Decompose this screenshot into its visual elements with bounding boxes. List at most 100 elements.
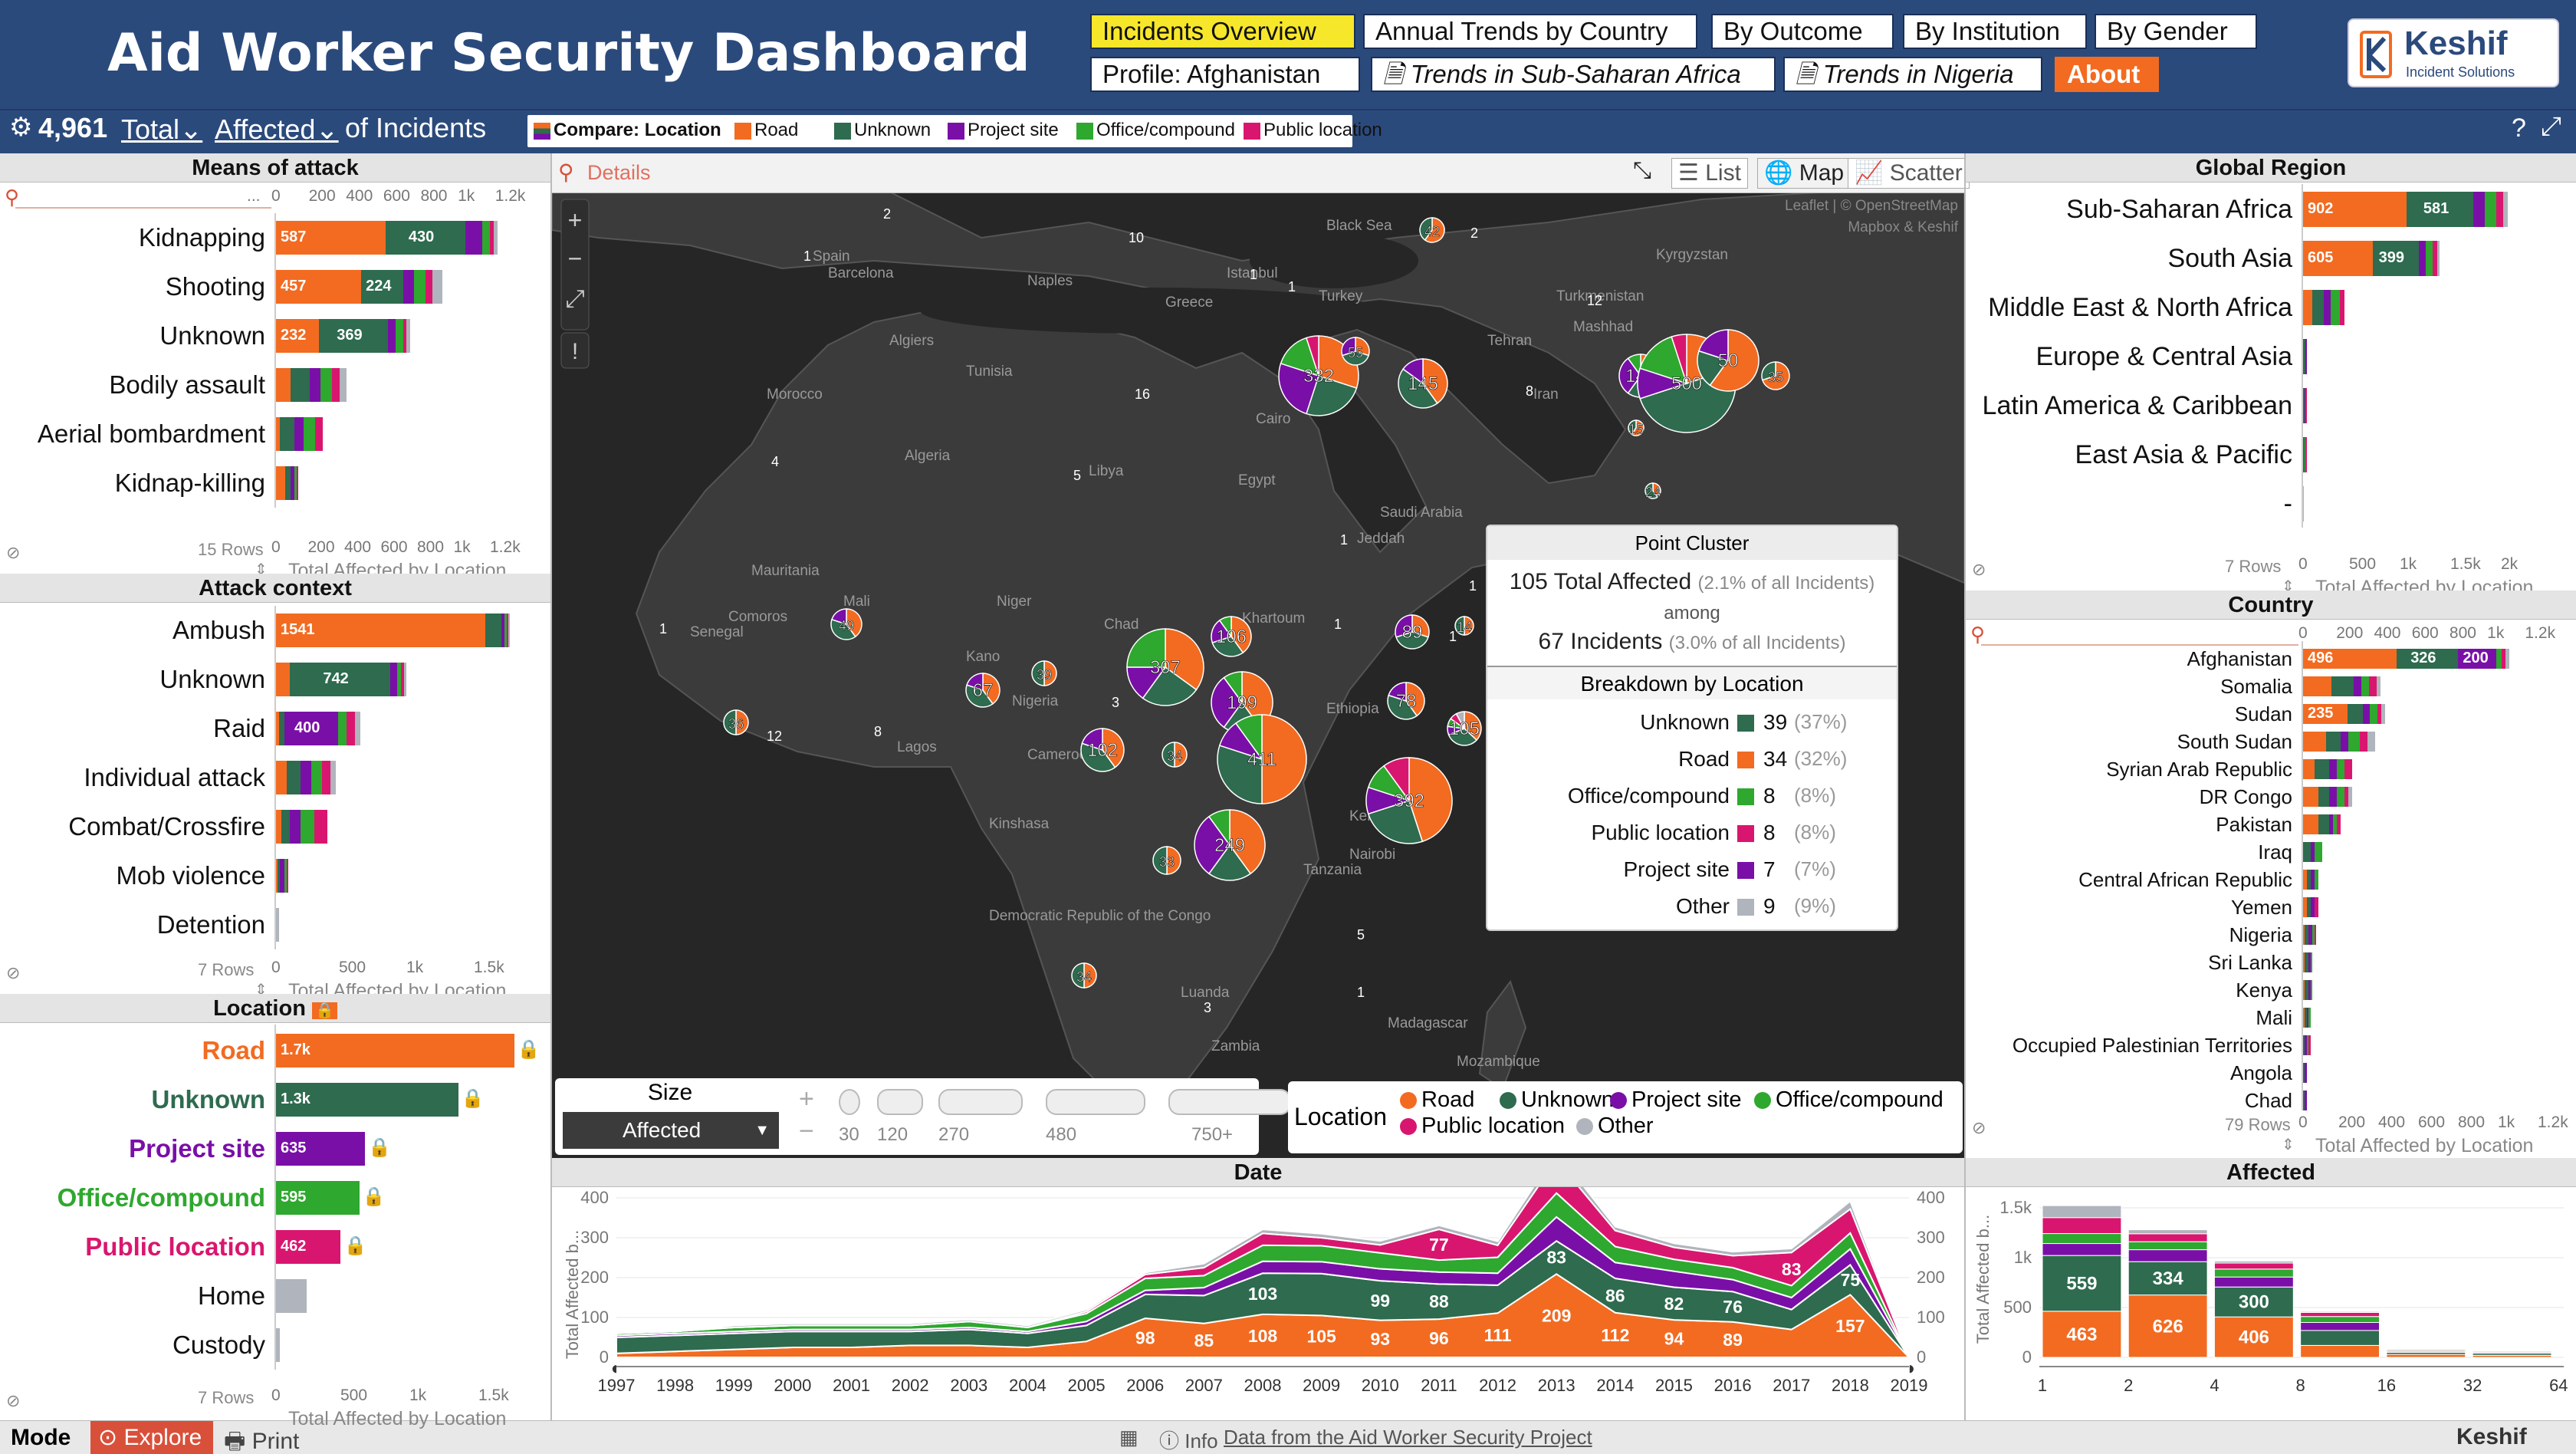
bar-segment-unknown[interactable] bbox=[2312, 290, 2324, 325]
bar-segment-road[interactable] bbox=[2303, 1008, 2305, 1028]
bar-segment-other[interactable] bbox=[330, 761, 336, 794]
bar-segment-project[interactable] bbox=[2305, 1090, 2307, 1110]
lock-icon[interactable]: 🔒 bbox=[517, 1039, 540, 1060]
map-marker[interactable]: 1 bbox=[803, 248, 811, 264]
bar-segment-unknown[interactable] bbox=[2305, 925, 2309, 945]
bar-segment-project[interactable] bbox=[388, 319, 396, 353]
resize-handle-icon[interactable]: ⇕ bbox=[2282, 1137, 2295, 1153]
bar-segment-public[interactable] bbox=[296, 466, 299, 500]
bar-segment-unknown[interactable] bbox=[2303, 437, 2305, 472]
bar-segment-other[interactable] bbox=[2367, 732, 2375, 752]
context-row-label[interactable]: Ambush bbox=[172, 616, 265, 644]
cluster-marker[interactable]: 35 bbox=[1761, 361, 1790, 390]
map-marker[interactable]: 1 bbox=[1357, 985, 1365, 1000]
bar-segment-unknown[interactable] bbox=[2305, 952, 2309, 972]
map-marker[interactable]: 12 bbox=[1587, 293, 1602, 308]
means-row-label[interactable]: Kidnapping bbox=[138, 223, 265, 252]
bar-segment-unknown[interactable] bbox=[2305, 980, 2309, 1000]
bar-segment-office[interactable] bbox=[2310, 980, 2313, 1000]
map-marker[interactable]: 10 bbox=[1129, 230, 1144, 245]
bar-segment-public[interactable] bbox=[2344, 787, 2349, 807]
map-marker[interactable]: 1 bbox=[1449, 629, 1457, 644]
bar-segment-road[interactable] bbox=[2303, 925, 2305, 945]
area-series-5[interactable] bbox=[616, 1187, 1910, 1358]
bar-segment-public[interactable] bbox=[2496, 192, 2504, 227]
cluster-marker[interactable]: 55 bbox=[1341, 337, 1370, 366]
bar-segment-road[interactable]: 587 bbox=[276, 221, 386, 255]
bar-segment-public[interactable] bbox=[2314, 925, 2317, 945]
bar-segment-road[interactable] bbox=[2303, 814, 2318, 834]
bar-segment-other[interactable] bbox=[276, 908, 279, 942]
bar-segment-office[interactable] bbox=[2304, 437, 2305, 472]
bar-segment-other[interactable] bbox=[2503, 192, 2509, 227]
bar-segment-other[interactable] bbox=[508, 614, 510, 647]
cluster-marker[interactable]: 33 bbox=[1152, 846, 1181, 875]
bar-segment-unknown[interactable] bbox=[2347, 704, 2363, 724]
cluster-marker[interactable]: 34 bbox=[1162, 742, 1188, 768]
means-row-label[interactable]: Shooting bbox=[165, 272, 265, 301]
explore-button[interactable]: ⊙ Explore bbox=[90, 1421, 213, 1454]
bar-segment-project[interactable] bbox=[2308, 980, 2311, 1000]
bar-segment[interactable] bbox=[2042, 1217, 2122, 1235]
bar-segment-other[interactable] bbox=[2436, 241, 2440, 276]
location-bar[interactable]: 1.7k bbox=[276, 1034, 514, 1067]
filter-icon[interactable]: ⊘ bbox=[6, 1391, 21, 1410]
map-marker[interactable]: 5 bbox=[1073, 468, 1081, 483]
location-row-label[interactable]: Office/compound bbox=[57, 1183, 265, 1212]
nav-tab-2[interactable]: By Outcome bbox=[1711, 14, 1894, 49]
bar-segment[interactable] bbox=[2472, 1350, 2552, 1352]
bar-segment-project[interactable] bbox=[2418, 241, 2426, 276]
bar-segment-project[interactable] bbox=[2473, 192, 2486, 227]
bar-segment-office[interactable] bbox=[300, 810, 314, 844]
country-row-label[interactable]: Somalia bbox=[2220, 675, 2292, 698]
bar-segment-road[interactable] bbox=[2303, 952, 2305, 972]
bar-segment-office[interactable] bbox=[2348, 732, 2360, 752]
scatter-view-button[interactable]: 📈 Scatter bbox=[1848, 158, 1970, 189]
bar-segment-road[interactable] bbox=[276, 761, 288, 794]
bar-segment-unknown[interactable] bbox=[2318, 787, 2330, 807]
bar-segment-public[interactable] bbox=[322, 761, 330, 794]
cluster-marker[interactable]: 89 bbox=[1395, 614, 1430, 650]
location-bar[interactable]: 595 bbox=[276, 1181, 360, 1215]
bar-segment-road[interactable] bbox=[276, 368, 291, 402]
size-minus-icon[interactable]: − bbox=[799, 1117, 814, 1146]
info-button[interactable]: ⓘ Info bbox=[1159, 1429, 1218, 1452]
bar-segment-public[interactable] bbox=[2337, 814, 2341, 834]
bar-segment-office[interactable] bbox=[504, 614, 508, 647]
nav-tab-0[interactable]: Incidents Overview bbox=[1090, 14, 1355, 49]
bar-segment-other[interactable] bbox=[2381, 704, 2386, 724]
nav-tab-6[interactable]: 🗎 Trends in Sub-Saharan Africa bbox=[1371, 57, 1776, 92]
bar-segment-public[interactable] bbox=[347, 712, 355, 745]
bar-segment-office[interactable] bbox=[338, 712, 347, 745]
bar-segment-road[interactable]: 457 bbox=[276, 270, 362, 304]
bar-segment[interactable] bbox=[2213, 1286, 2294, 1317]
bar-segment-public[interactable] bbox=[2369, 676, 2377, 696]
country-row-label[interactable]: Central African Republic bbox=[2078, 868, 2292, 891]
compare-item[interactable]: Road bbox=[734, 120, 798, 141]
bar-segment-office[interactable] bbox=[294, 466, 297, 500]
country-row-label[interactable]: Pakistan bbox=[2216, 813, 2292, 836]
bar-segment-other[interactable] bbox=[2303, 486, 2304, 521]
map-view-button[interactable]: 🌐 Map bbox=[1757, 158, 1852, 189]
affected-chart[interactable]: 0 500 1k 1.5k Total Affected b... 463 559 626 33… bbox=[1966, 1187, 2576, 1417]
cluster-marker[interactable]: 411 bbox=[1217, 714, 1307, 804]
location-bar[interactable]: 1.3k bbox=[276, 1083, 458, 1117]
cluster-marker[interactable]: 39 bbox=[1031, 660, 1057, 686]
cluster-marker[interactable]: 78 bbox=[1387, 682, 1425, 720]
map-attribution[interactable]: Mapbox & Keshif bbox=[1848, 219, 1958, 235]
cluster-marker[interactable]: 102 bbox=[1080, 728, 1125, 772]
country-row-label[interactable]: Nigeria bbox=[2229, 923, 2292, 946]
bar-segment-project[interactable] bbox=[2329, 787, 2338, 807]
bar-segment-office[interactable] bbox=[304, 417, 316, 451]
bar-segment[interactable] bbox=[2300, 1312, 2380, 1317]
bar-segment-unknown[interactable]: 399 bbox=[2372, 241, 2419, 276]
cluster-marker[interactable]: 34 bbox=[1071, 962, 1097, 989]
bar-segment-unknown[interactable] bbox=[2314, 759, 2330, 779]
bar-segment-project[interactable] bbox=[280, 859, 284, 893]
location-legend-item[interactable]: Office/compound bbox=[1754, 1087, 1944, 1113]
bar-segment-project[interactable] bbox=[2329, 814, 2334, 834]
search-icon[interactable]: ⚲ bbox=[5, 186, 20, 209]
expand-icon[interactable]: ⤢ bbox=[2541, 112, 2562, 141]
filter-icon[interactable]: ⊘ bbox=[6, 963, 21, 982]
filter-icon[interactable]: ⊘ bbox=[1972, 1118, 1986, 1137]
